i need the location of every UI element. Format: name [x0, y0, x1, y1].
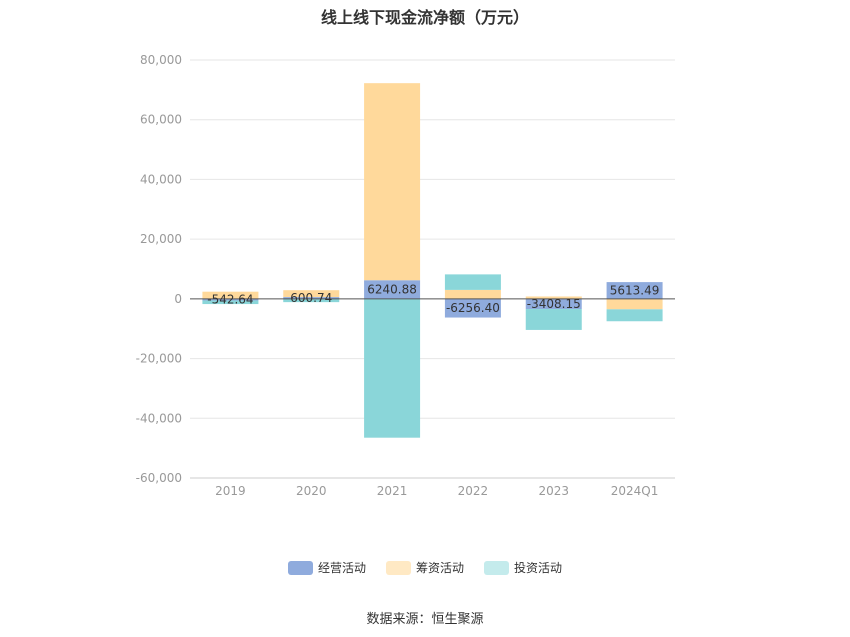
data-labels: -542.64 600.74 6240.88 -6256.40 -3408.15 5613…: [207, 283, 659, 316]
bar-筹资活动-2021[interactable]: [364, 83, 421, 281]
y-tick-label: -20,000: [136, 352, 182, 366]
data-label: 5613.49: [610, 283, 660, 297]
bar-投资活动-2021[interactable]: [364, 298, 421, 438]
y-tick-label: -40,000: [136, 411, 182, 425]
chart-svg: 80,000 60,000 40,000 20,000 0 -20,000 -40,000 -…: [136, 53, 675, 498]
y-tick-label: -60,000: [136, 471, 182, 485]
bar-投资活动-2024Q1[interactable]: [606, 309, 663, 322]
x-tick-label: 2021: [377, 484, 408, 498]
legend-item-financing[interactable]: 筹资活动: [385, 559, 464, 576]
chart-title: 线上线下现金流净额（万元）: [320, 8, 529, 27]
bar-经营活动-2021[interactable]: [364, 280, 421, 299]
x-tick-label: 2024Q1: [611, 484, 659, 498]
bar-筹资活动-2023[interactable]: [525, 296, 582, 299]
y-tick-label: 80,000: [140, 53, 182, 67]
bar-经营活动-2024Q1[interactable]: [606, 282, 663, 299]
bar-投资活动-2019[interactable]: [202, 300, 259, 305]
bar-投资活动-2023[interactable]: [525, 309, 582, 330]
y-tick-label: 0: [174, 292, 182, 306]
data-label: -6256.40: [446, 301, 500, 315]
x-tick-label: 2022: [458, 484, 489, 498]
bar-筹资活动-2019[interactable]: [202, 291, 259, 299]
bar-经营活动-2023[interactable]: [525, 298, 582, 310]
legend: 经营活动 筹资活动 投资活动: [0, 559, 850, 576]
x-tick-label: 2023: [538, 484, 569, 498]
grid-lines: [190, 59, 675, 479]
bar-经营活动-2022[interactable]: [444, 298, 501, 318]
y-tick-label: 60,000: [140, 113, 182, 127]
legend-label-investing: 投资活动: [514, 561, 563, 575]
legend-swatch-investing: [484, 560, 509, 575]
bar-投资活动-2022[interactable]: [444, 274, 501, 290]
x-tick-label: 2020: [296, 484, 327, 498]
bar-经营活动-2020[interactable]: [283, 297, 340, 299]
bar-筹资活动-2022[interactable]: [444, 289, 501, 299]
legend-label-operating: 经营活动: [317, 561, 366, 575]
data-label: 600.74: [290, 291, 332, 305]
source-note: 数据来源：恒生聚源: [366, 612, 484, 627]
x-axis: 2019 2020 2021 2022 2023 2024Q1: [190, 477, 675, 498]
legend-swatch-financing: [385, 560, 411, 575]
y-tick-label: 40,000: [140, 172, 182, 186]
y-tick-label: 20,000: [140, 232, 182, 246]
data-label: -3408.15: [527, 297, 581, 311]
x-tick-label: 2019: [215, 484, 246, 498]
y-axis: 80,000 60,000 40,000 20,000 0 -20,000 -40,000 -…: [136, 53, 182, 485]
bar-筹资活动-2020[interactable]: [283, 290, 340, 298]
bar-投资活动-2020[interactable]: [283, 298, 340, 303]
data-label: 6240.88: [367, 283, 417, 297]
data-label: -542.64: [207, 293, 253, 307]
legend-label-financing: 筹资活动: [415, 561, 464, 575]
legend-item-operating[interactable]: 经营活动: [287, 559, 366, 576]
legend-swatch-operating: [287, 560, 313, 575]
legend-item-investing[interactable]: 投资活动: [484, 559, 562, 576]
bar-筹资活动-2024Q1[interactable]: [606, 298, 663, 310]
bars: [202, 83, 663, 438]
bar-经营活动-2019[interactable]: [202, 298, 259, 301]
